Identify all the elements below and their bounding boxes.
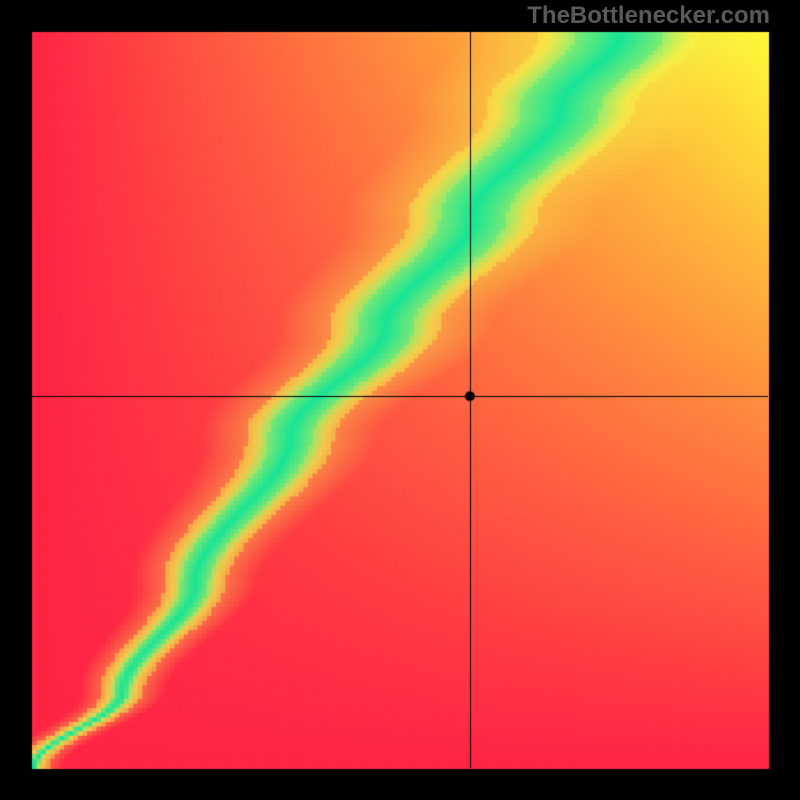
bottleneck-heatmap (0, 0, 800, 800)
watermark-text: TheBottlenecker.com (527, 2, 770, 30)
